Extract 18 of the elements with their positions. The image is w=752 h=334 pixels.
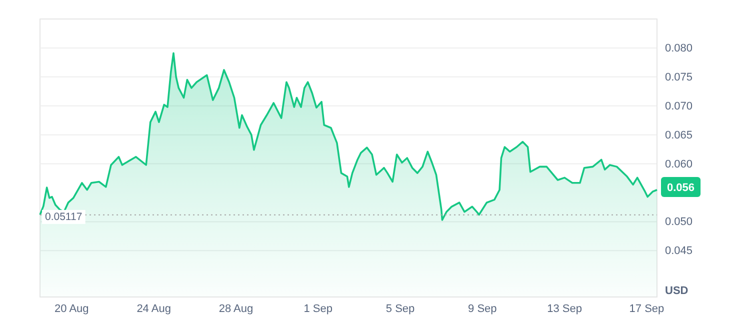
x-tick-label: 13 Sep <box>547 302 582 315</box>
y-tick-label: 0.080 <box>665 42 693 54</box>
y-axis-title: USD <box>665 285 688 297</box>
y-tick-label: 0.045 <box>665 245 693 258</box>
y-tick-label: 0.060 <box>665 158 693 170</box>
x-tick-label: 1 Sep <box>304 302 332 315</box>
x-tick-label: 24 Aug <box>136 302 171 315</box>
x-tick-label: 20 Aug <box>54 302 89 315</box>
y-tick-label: 0.050 <box>665 216 693 228</box>
x-tick-label: 17 Sep <box>629 302 664 315</box>
y-tick-label: 0.070 <box>665 100 693 112</box>
ref-line-label: 0.05117 <box>45 210 82 223</box>
x-tick-label: 5 Sep <box>386 302 415 315</box>
x-tick-label: 9 Sep <box>468 302 497 315</box>
annotation: 0.056 <box>667 182 695 194</box>
x-tick-label: 28 Aug <box>218 302 254 315</box>
y-tick-label: 0.065 <box>665 129 693 142</box>
y-tick-label: 0.075 <box>665 71 693 84</box>
